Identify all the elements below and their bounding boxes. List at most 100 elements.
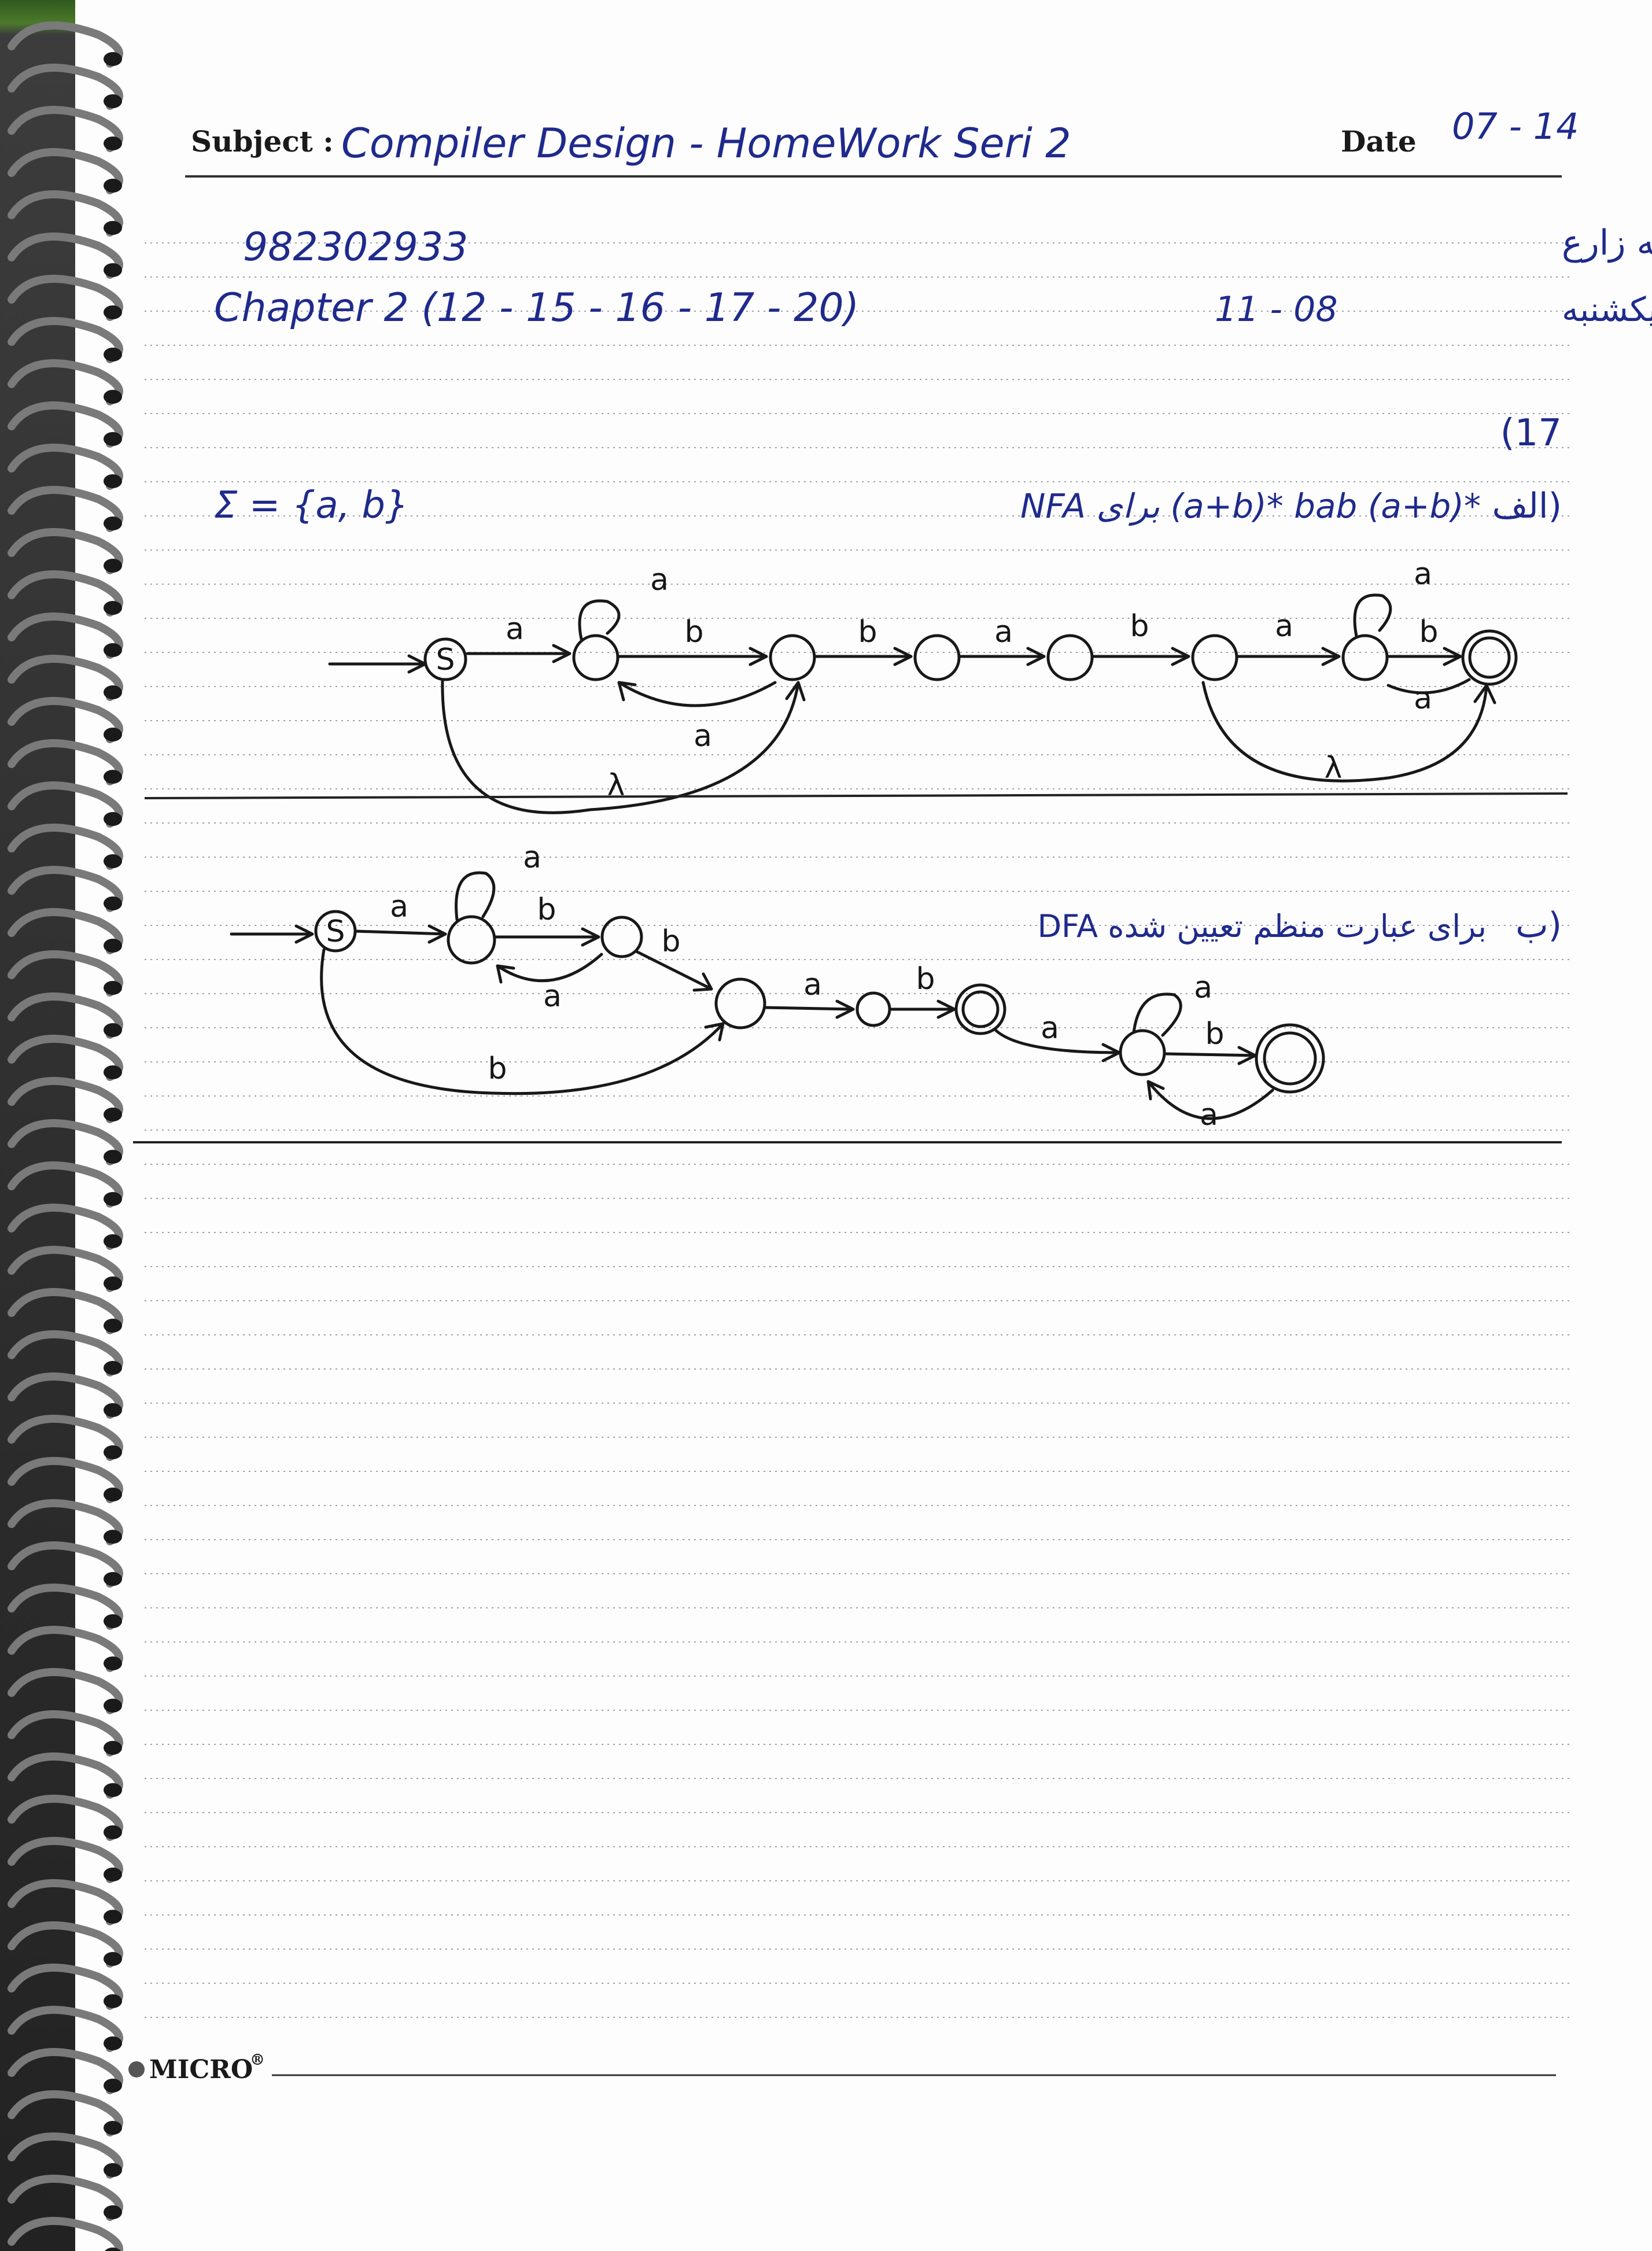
spiral-binding xyxy=(8,21,123,2251)
binding-hole xyxy=(104,1825,122,1839)
spiral-coil xyxy=(8,2132,123,2179)
binding-hole xyxy=(104,1234,122,1248)
dfa-accept-ring xyxy=(1263,1031,1317,1086)
nfa-state xyxy=(1341,634,1389,681)
spiral-coil xyxy=(8,950,123,997)
binding-hole xyxy=(104,1952,122,1966)
nfa-lambda-label: λ xyxy=(1325,751,1343,785)
spiral-coil xyxy=(8,1837,123,1883)
binding-hole xyxy=(104,1488,122,1501)
binding-hole xyxy=(104,1319,122,1333)
spiral-coil xyxy=(8,824,123,870)
spiral-coil xyxy=(8,866,123,912)
part-a-text: NFA برای (a+b)* bab (a+b)* xyxy=(1020,486,1481,526)
binding-hole xyxy=(104,2205,122,2219)
nfa-edge-label: b xyxy=(1130,609,1149,644)
binding-hole xyxy=(104,1445,122,1459)
nfa-state xyxy=(423,637,467,681)
binding-hole xyxy=(104,432,122,446)
binding-hole xyxy=(104,559,122,573)
nfa-state xyxy=(572,634,620,681)
binding-hole xyxy=(104,770,122,784)
spiral-coil xyxy=(8,106,123,152)
spiral-coil xyxy=(8,1795,123,1841)
binding-hole xyxy=(104,1656,122,1670)
spiral-coil xyxy=(8,1161,123,1208)
date-label: Date xyxy=(1341,124,1417,158)
separator xyxy=(144,792,1568,799)
spiral-coil xyxy=(8,148,123,194)
nfa-loop-label: a xyxy=(650,563,669,597)
binding-hole xyxy=(104,1530,122,1544)
binding-hole xyxy=(104,305,122,319)
spiral-coil xyxy=(8,1879,123,1925)
nfa-diagram: S a b b a b a b a a a a λ λ xyxy=(328,557,1518,814)
spiral-coil xyxy=(8,1541,123,1588)
spiral-coil xyxy=(8,1246,123,1292)
spiral-coil xyxy=(8,1372,123,1419)
part-b-text: DFA برای عبارت منظم تعیین شده xyxy=(1037,908,1487,944)
spiral-coil xyxy=(8,1921,123,1968)
binding-hole xyxy=(104,136,122,150)
nfa-state xyxy=(913,634,961,681)
dfa-loop-label: a xyxy=(523,840,541,875)
binding-hole xyxy=(104,390,122,404)
spiral-coil xyxy=(8,1330,123,1377)
binding-hole xyxy=(104,348,122,361)
binding-hole xyxy=(104,939,122,953)
spiral-coil xyxy=(8,1457,123,1503)
spiral-coil xyxy=(8,2090,123,2136)
dfa-diagram: S a b b a a b a b a a a b xyxy=(230,840,1325,1132)
binding-hole xyxy=(104,1994,122,2008)
spiral-coil xyxy=(8,1077,123,1123)
nfa-edge-label: a xyxy=(1414,681,1432,716)
student-id: 982302933 xyxy=(243,224,468,270)
nfa-accept-ring xyxy=(1468,636,1511,679)
spiral-coil xyxy=(8,612,123,659)
spiral-coil xyxy=(8,2048,123,2094)
spiral-coil xyxy=(8,1035,123,1081)
binding-hole xyxy=(104,728,122,741)
binding-hole xyxy=(104,854,122,868)
binding-hole xyxy=(104,1192,122,1206)
dfa-edge-label: b xyxy=(916,962,935,997)
binding-hole xyxy=(104,474,122,488)
spiral-coil xyxy=(8,1415,123,1461)
spiral-coil xyxy=(8,275,123,321)
binding-hole xyxy=(104,263,122,277)
spiral-coil xyxy=(8,401,123,448)
class-day: کلاس یکشنبه xyxy=(1562,290,1652,329)
binding-hole xyxy=(104,1023,122,1037)
nfa-edge-label: a xyxy=(694,719,712,754)
binding-hole xyxy=(104,1065,122,1079)
binding-hole xyxy=(104,2036,122,2050)
dfa-start-label: S xyxy=(326,914,345,949)
class-time: 11 - 08 xyxy=(1215,289,1338,330)
nfa-start-label: S xyxy=(436,643,455,677)
nfa-edge-label: b xyxy=(1419,615,1438,650)
binding-hole xyxy=(104,1403,122,1417)
spiral-coil xyxy=(8,739,123,785)
spiral-coil xyxy=(8,2217,123,2251)
nfa-edge-label: b xyxy=(858,615,877,650)
binding-hole xyxy=(104,1868,122,1881)
spiral-coil xyxy=(8,570,123,617)
dfa-state xyxy=(714,977,766,1029)
spiral-coil xyxy=(8,2006,123,2052)
notebook-page xyxy=(75,0,1652,2251)
binding-hole xyxy=(105,2248,121,2251)
spiral-coil xyxy=(8,1119,123,1165)
nfa-loop-label: a xyxy=(1414,557,1432,592)
dfa-state xyxy=(1119,1029,1166,1076)
binding-hole xyxy=(104,179,122,193)
spiral-coil xyxy=(8,528,123,574)
binding-hole xyxy=(104,1783,122,1797)
binding-hole xyxy=(104,685,122,699)
binding-hole xyxy=(104,1276,122,1290)
nfa-state xyxy=(1191,634,1238,681)
dfa-accept-state xyxy=(1255,1023,1325,1094)
dfa-accept-ring xyxy=(961,990,1000,1028)
dfa-edge-label: b xyxy=(488,1051,507,1086)
dfa-state xyxy=(447,915,496,965)
